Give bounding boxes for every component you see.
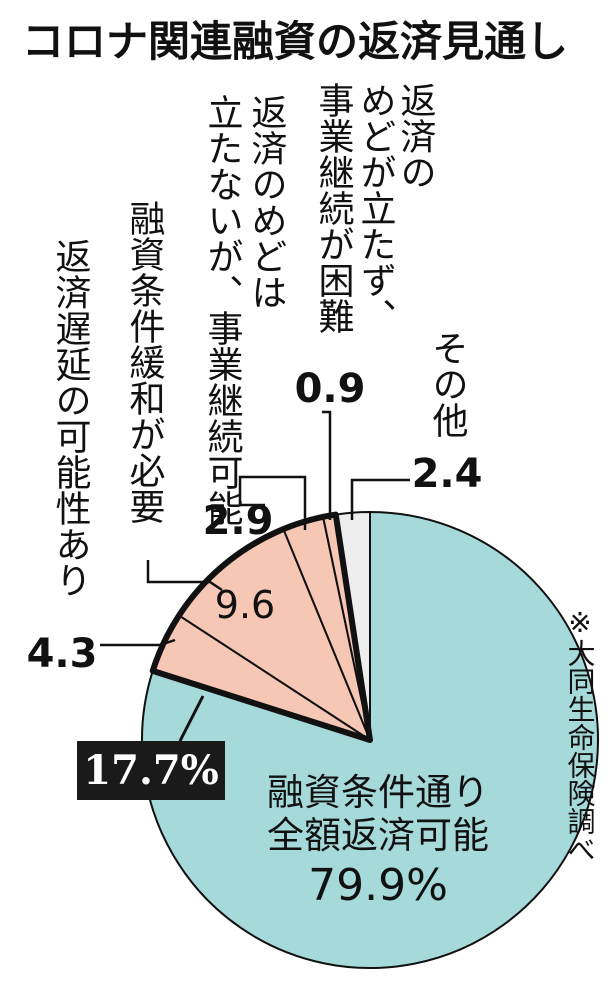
leader-other: [350, 478, 410, 520]
group-total-pointer: [178, 695, 205, 742]
label-full-repayment-line1: 融資条件通り: [267, 771, 489, 814]
group-outline: [149, 511, 373, 743]
value-other: 2.4: [412, 451, 483, 497]
label-no-prospect-difficult-col3: 事業継続が困難: [313, 82, 354, 334]
label-full-repayment-line2: 全額返済可能: [267, 814, 489, 857]
label-no-prospect-continue-col1: 返済のめどは: [246, 94, 287, 310]
leader-difficult: [322, 410, 332, 520]
value-continue-possible: 2.9: [203, 498, 274, 544]
group-total-box: [77, 741, 225, 800]
value-full-repayment: 79.9%: [308, 860, 448, 911]
leader-continue-possible: [238, 475, 307, 530]
leader-delay-possible: [100, 638, 176, 647]
value-difficult: 0.9: [295, 366, 366, 412]
label-no-prospect-difficult-col2: めどが立たず、: [355, 82, 396, 334]
label-no-prospect-difficult-col1: 返済の: [395, 82, 436, 190]
value-delay-possible: 4.3: [27, 631, 98, 677]
label-relaxation-needed: 融資条件緩和が必要: [124, 200, 166, 524]
leader-relaxation-needed: [146, 560, 223, 592]
label-no-prospect-continue-col2: 立たないが、事業継続可能: [202, 94, 243, 526]
label-delay-possible: 返済遅延の可能性あり: [50, 238, 91, 598]
value-relaxation-needed: 9.6: [215, 583, 275, 627]
source-note: ※大同生命保険調べ: [564, 606, 597, 863]
chart-title: コロナ関連融資の返済見通し: [22, 17, 568, 66]
label-other: その他: [427, 330, 469, 438]
group-total-value: 17.7%: [83, 747, 218, 794]
group-outline-path: [149, 511, 373, 743]
leader-lines: [100, 410, 410, 647]
